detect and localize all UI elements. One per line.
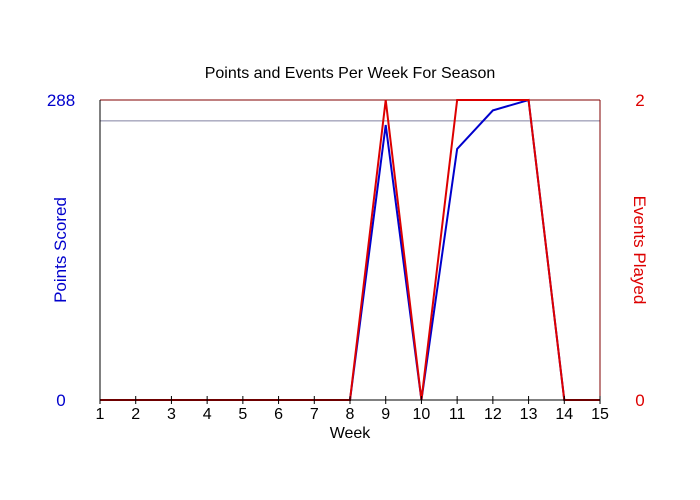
x-tick-label: 3 bbox=[167, 406, 176, 423]
x-tick-label: 4 bbox=[203, 406, 212, 423]
x-tick-label: 14 bbox=[555, 406, 573, 423]
x-tick-label: 2 bbox=[131, 406, 140, 423]
x-tick-label: 10 bbox=[413, 406, 431, 423]
y-left-tick-label: 288 bbox=[47, 91, 75, 110]
x-tick-label: 9 bbox=[381, 406, 390, 423]
y-axis-right-label: Events Played bbox=[630, 196, 649, 305]
x-axis-label: Week bbox=[330, 425, 372, 442]
x-tick-label: 13 bbox=[520, 406, 538, 423]
y-right-tick-label: 0 bbox=[635, 391, 644, 410]
x-tick-label: 7 bbox=[310, 406, 319, 423]
chart-title: Points and Events Per Week For Season bbox=[205, 65, 496, 82]
events-played-line bbox=[100, 99, 600, 401]
x-tick-label: 5 bbox=[238, 406, 247, 423]
x-tick-label: 8 bbox=[346, 406, 355, 423]
x-tick-label: 11 bbox=[449, 406, 466, 423]
y-right-tick-label: 2 bbox=[635, 91, 644, 110]
y-left-tick-label: 0 bbox=[56, 391, 65, 410]
x-tick-label: 6 bbox=[274, 406, 283, 423]
points-scored-line bbox=[100, 98, 600, 401]
x-tick-label: 15 bbox=[591, 406, 609, 423]
y-axis-left-label: Points Scored bbox=[51, 197, 70, 303]
x-tick-label: 1 bbox=[96, 406, 105, 423]
x-tick-label: 12 bbox=[484, 406, 502, 423]
